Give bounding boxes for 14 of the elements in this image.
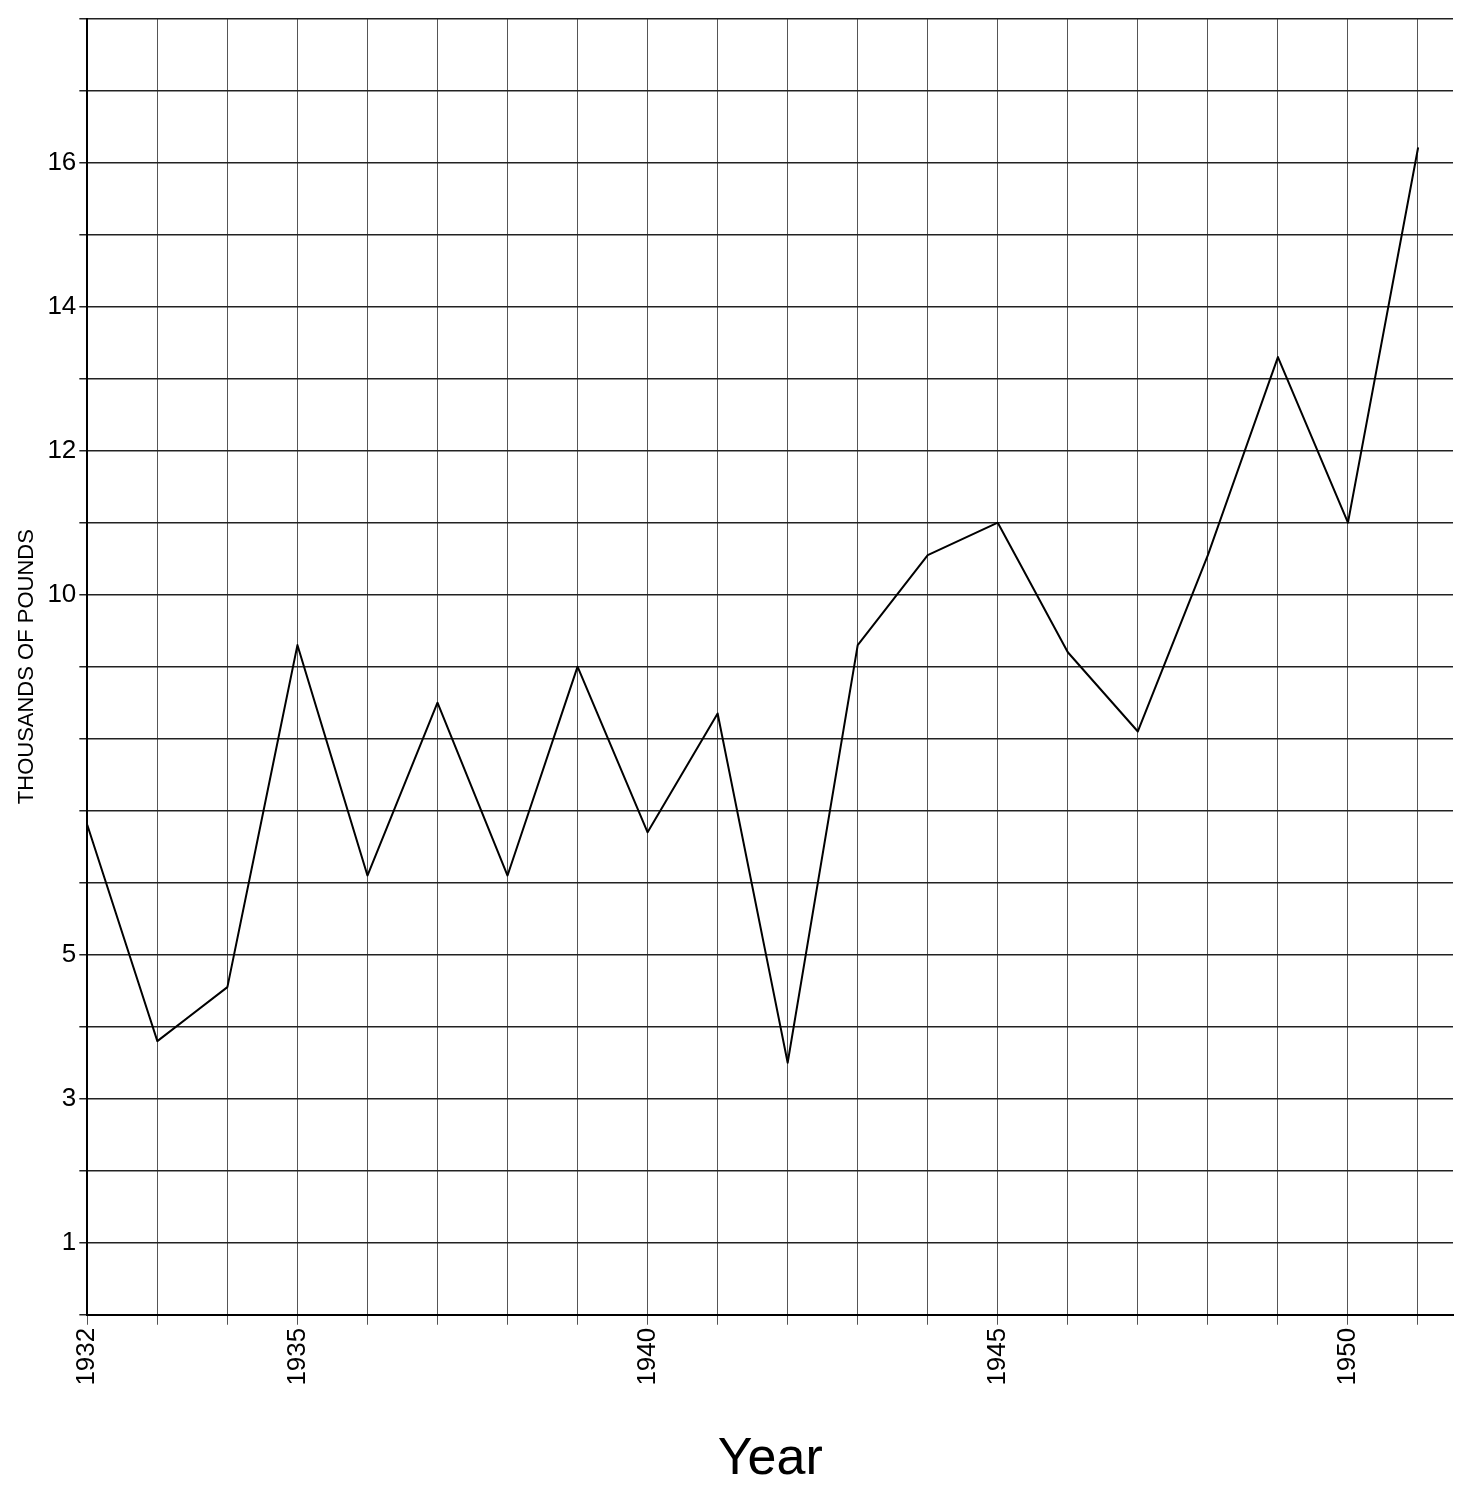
- y-tick-label: 14: [47, 289, 77, 320]
- y-tick-label: 10: [47, 577, 77, 608]
- x-tick-label: 1950: [1331, 1327, 1362, 1386]
- y-tick-label: 16: [47, 145, 77, 176]
- y-tick-label: 5: [61, 937, 77, 968]
- x-tick-label: 1932: [70, 1327, 101, 1386]
- y-tick-label: 3: [61, 1081, 77, 1112]
- x-tick-label: 1940: [630, 1327, 661, 1386]
- x-tick-label: 1935: [280, 1327, 311, 1386]
- y-axis-title: THOUSANDS OF POUNDS: [13, 529, 39, 805]
- x-tick-label: 1945: [980, 1327, 1011, 1386]
- y-tick-label: 12: [47, 433, 77, 464]
- y-tick-label: 1: [61, 1225, 77, 1256]
- x-axis-title: Year: [717, 1427, 823, 1486]
